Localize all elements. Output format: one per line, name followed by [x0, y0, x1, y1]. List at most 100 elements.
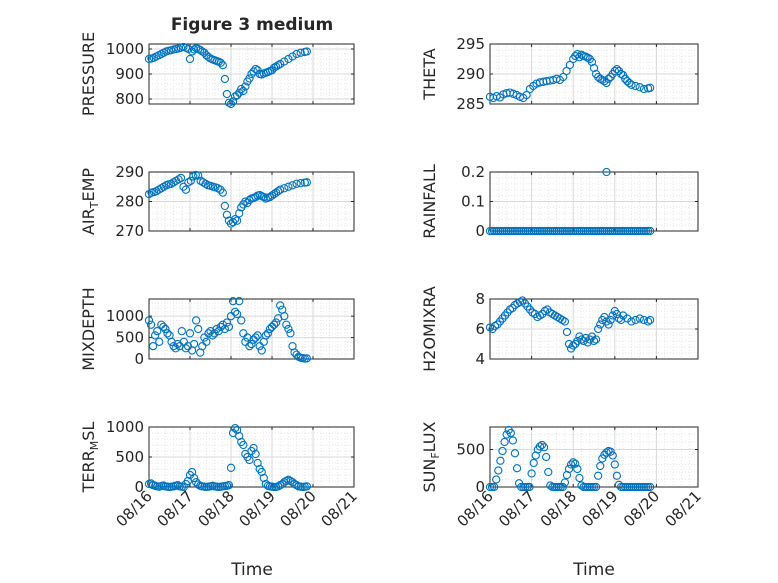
data-point: [191, 316, 201, 325]
data-point: [612, 471, 622, 480]
data-point: [616, 69, 626, 79]
data-point: [641, 226, 651, 236]
y-tick-label: 900: [115, 65, 144, 83]
data-point: [261, 331, 270, 340]
data-point: [280, 311, 289, 321]
data-point: [621, 226, 630, 236]
data-point: [176, 173, 186, 183]
data-point: [196, 45, 205, 55]
data-point: [255, 190, 264, 200]
data-point: [521, 482, 530, 492]
data-point: [496, 226, 505, 236]
y-axis-label: AIRTEMP: [79, 168, 101, 235]
data-point: [627, 317, 636, 326]
data-point: [587, 482, 597, 492]
data-point: [276, 59, 285, 69]
data-point: [637, 226, 646, 236]
data-point: [556, 482, 565, 492]
data-point: [623, 226, 632, 236]
data-point: [552, 226, 561, 236]
axes-frame: [489, 426, 699, 488]
data-point: [245, 455, 254, 465]
data-point: [253, 331, 262, 340]
data-point: [302, 178, 311, 187]
data-point: [558, 226, 567, 236]
data-point: [245, 341, 254, 351]
data-point: [556, 226, 565, 236]
data-point: [577, 481, 586, 490]
data-point: [564, 464, 574, 474]
y-axis-label: RAINFALL: [420, 164, 439, 239]
data-point: [583, 482, 592, 492]
data-point: [237, 84, 246, 94]
data-point: [230, 424, 240, 433]
data-point: [512, 226, 522, 236]
subplot-mixdepth: 0 500 1000 MIXDEPTH: [79, 287, 355, 371]
data-point: [259, 192, 268, 202]
data-point: [525, 482, 534, 492]
data-point: [581, 482, 590, 492]
data-point: [224, 98, 234, 107]
data-point: [271, 318, 281, 327]
data-point: [510, 449, 520, 458]
data-series: [144, 170, 311, 228]
data-point: [239, 440, 248, 450]
data-point: [173, 481, 182, 490]
data-point: [222, 210, 232, 219]
data-series: [485, 167, 655, 236]
data-point: [560, 317, 570, 326]
data-point: [280, 478, 289, 487]
data-point: [633, 226, 642, 236]
data-point: [280, 57, 289, 66]
data-point: [600, 77, 609, 86]
data-point: [573, 336, 582, 346]
data-point: [302, 482, 311, 491]
data-point: [247, 69, 256, 79]
data-point: [519, 226, 528, 236]
data-point: [218, 188, 227, 197]
data-point: [535, 226, 545, 236]
data-series: [144, 42, 311, 109]
data-point: [558, 482, 567, 492]
data-point: [585, 226, 594, 236]
data-point: [583, 53, 592, 62]
data-point: [222, 89, 232, 99]
data-point: [200, 48, 209, 57]
data-point: [639, 482, 649, 492]
data-point: [500, 226, 509, 236]
data-point: [186, 176, 195, 185]
data-point: [594, 226, 603, 236]
data-point: [155, 337, 164, 347]
data-point: [239, 86, 248, 96]
data-point: [496, 456, 505, 465]
data-point: [629, 226, 638, 236]
data-point: [302, 354, 311, 363]
data-point: [487, 226, 497, 236]
data-point: [604, 226, 613, 236]
data-point: [517, 226, 526, 236]
data-series: [485, 296, 655, 353]
data-point: [490, 482, 499, 492]
data-point: [643, 226, 653, 236]
data-point: [276, 301, 285, 310]
data-point: [161, 324, 170, 334]
data-point: [625, 226, 634, 236]
data-point: [218, 61, 227, 70]
data-point: [550, 226, 559, 236]
y-axis-label: SUNFLUX: [420, 421, 442, 492]
data-point: [194, 324, 203, 334]
data-point: [257, 346, 266, 355]
data-point: [602, 167, 611, 177]
data-point: [562, 470, 572, 480]
data-point: [153, 326, 162, 336]
data-point: [646, 482, 655, 492]
data-point: [589, 482, 599, 492]
data-point: [546, 226, 555, 236]
data-point: [271, 62, 281, 71]
data-point: [635, 314, 644, 323]
data-point: [235, 431, 244, 441]
data-point: [226, 463, 236, 472]
data-point: [284, 324, 293, 334]
data-point: [247, 339, 256, 349]
data-point: [631, 226, 640, 236]
